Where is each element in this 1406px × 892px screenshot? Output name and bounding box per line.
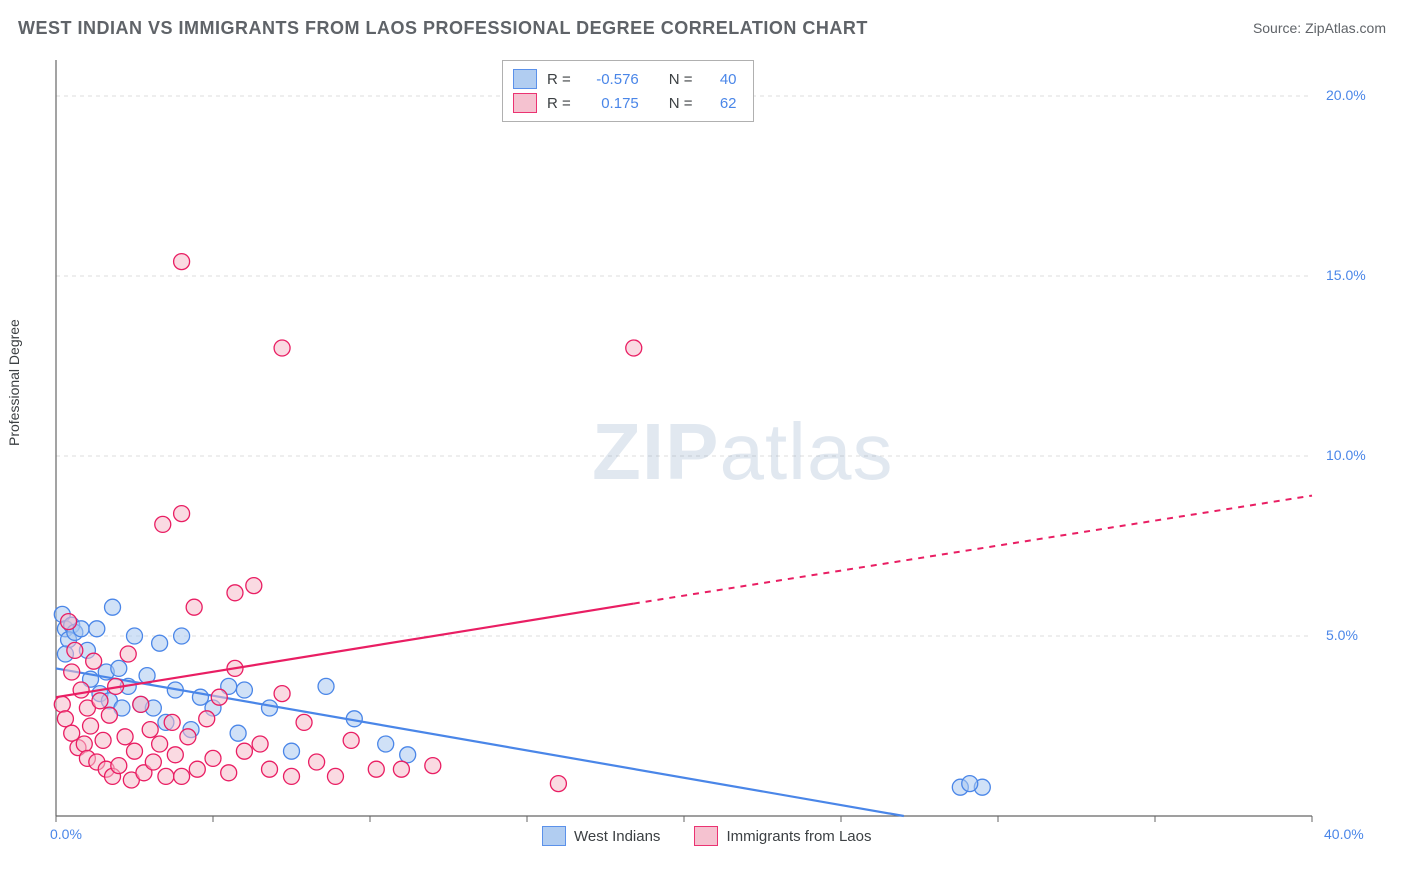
- y-axis-label: Professional Degree: [6, 319, 22, 446]
- swatch-series-1: [513, 93, 537, 113]
- y-tick-label: 5.0%: [1326, 627, 1358, 643]
- legend-label-1: Immigrants from Laos: [726, 828, 871, 845]
- legend-item-1: Immigrants from Laos: [694, 826, 871, 846]
- series-legend: West Indians Immigrants from Laos: [542, 826, 895, 846]
- y-tick-label: 10.0%: [1326, 447, 1366, 463]
- y-tick-label: 20.0%: [1326, 87, 1366, 103]
- plot-area: ZIPatlas R = -0.576 N = 40 R = 0.175 N =…: [52, 56, 1382, 846]
- y-tick-label: 15.0%: [1326, 267, 1366, 283]
- source-label: Source: ZipAtlas.com: [1253, 20, 1386, 36]
- r-label: R =: [547, 95, 571, 112]
- swatch-icon: [542, 826, 566, 846]
- n-label: N =: [669, 95, 693, 112]
- n-value-1: 62: [703, 95, 737, 112]
- legend-item-0: West Indians: [542, 826, 660, 846]
- r-value-0: -0.576: [581, 71, 639, 88]
- x-tick-label: 0.0%: [50, 826, 82, 842]
- chart-title: WEST INDIAN VS IMMIGRANTS FROM LAOS PROF…: [18, 18, 868, 39]
- stats-row-series-1: R = 0.175 N = 62: [513, 91, 737, 115]
- r-value-1: 0.175: [581, 95, 639, 112]
- r-label: R =: [547, 71, 571, 88]
- stats-row-series-0: R = -0.576 N = 40: [513, 67, 737, 91]
- legend-label-0: West Indians: [574, 828, 660, 845]
- swatch-icon: [694, 826, 718, 846]
- swatch-series-0: [513, 69, 537, 89]
- n-label: N =: [669, 71, 693, 88]
- x-tick-label: 40.0%: [1324, 826, 1364, 842]
- scatter-chart-svg: [52, 56, 1382, 846]
- stats-legend: R = -0.576 N = 40 R = 0.175 N = 62: [502, 60, 754, 122]
- n-value-0: 40: [703, 71, 737, 88]
